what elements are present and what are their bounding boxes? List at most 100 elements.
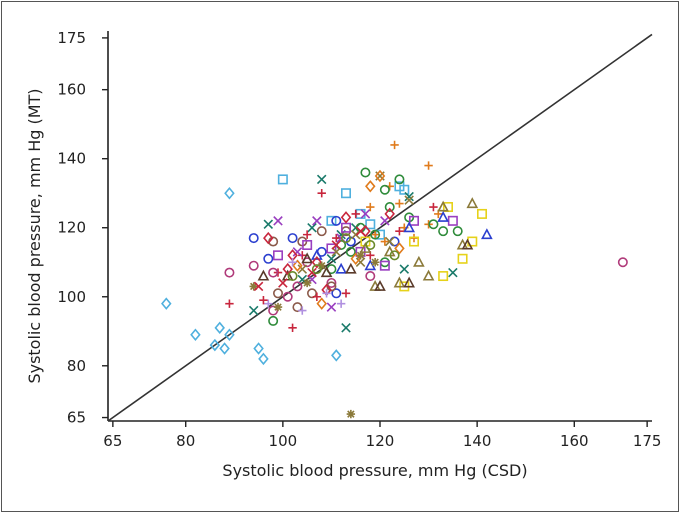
point-plus — [351, 209, 360, 219]
point-circle — [263, 253, 274, 264]
point-cross — [404, 191, 414, 202]
point-cross — [253, 281, 264, 292]
point-diamond — [161, 297, 172, 310]
point-triangle — [257, 269, 270, 281]
point-circle — [345, 246, 356, 257]
point-triangle — [374, 280, 386, 291]
point-plus — [259, 296, 268, 305]
point-asterisk — [273, 302, 283, 312]
point-diamond — [316, 297, 327, 310]
point-plus — [302, 230, 312, 239]
point-circle — [617, 257, 628, 268]
point-circle — [331, 288, 342, 299]
point-asterisk — [370, 258, 380, 267]
point-triangle — [403, 276, 415, 288]
point-cross — [297, 264, 308, 274]
point-square — [379, 260, 390, 271]
point-square — [447, 215, 458, 226]
point-cross — [404, 195, 414, 205]
point-asterisk — [249, 282, 258, 291]
point-square — [326, 243, 337, 254]
point-cross — [350, 229, 361, 240]
point-square — [408, 215, 419, 226]
x-tick-label: 160 — [560, 432, 589, 450]
point-circle — [248, 233, 259, 244]
x-tick-label: 175 — [633, 432, 662, 450]
point-cross — [384, 236, 395, 247]
point-circle — [360, 167, 371, 178]
point-asterisk — [302, 278, 312, 288]
point-circle — [287, 233, 298, 244]
x-tick-label: 80 — [176, 432, 195, 450]
point-plus — [332, 233, 341, 243]
point-cross — [263, 219, 274, 230]
point-diamond — [190, 328, 201, 341]
point-circle — [331, 215, 342, 226]
point-plus — [380, 237, 390, 246]
identity-line-group — [107, 33, 653, 422]
x-axis-title: Systolic blood pressure, mm Hg (CSD) — [222, 461, 527, 480]
point-diamond — [258, 352, 269, 366]
point-triangle — [403, 221, 415, 233]
point-plus — [424, 161, 433, 170]
point-circle — [394, 174, 405, 185]
point-circle — [268, 315, 279, 326]
point-circle — [292, 281, 303, 292]
point-cross — [312, 216, 322, 226]
point-triangle — [413, 255, 425, 267]
point-plus — [395, 199, 404, 208]
point-plus — [298, 251, 307, 260]
point-diamond — [253, 342, 264, 355]
point-plus — [341, 289, 351, 298]
point-circle — [365, 271, 376, 282]
point-plus — [225, 299, 234, 308]
point-circle — [340, 233, 351, 244]
identity-line — [107, 33, 653, 422]
point-cross — [331, 247, 342, 257]
point-cross — [448, 267, 458, 278]
point-triangle — [320, 266, 333, 278]
point-asterisk — [356, 251, 365, 260]
point-triangle — [281, 269, 294, 281]
point-cross — [326, 302, 337, 312]
x-tick-label: 65 — [103, 432, 122, 450]
point-circle — [316, 226, 327, 237]
point-circle — [370, 229, 381, 240]
point-circle — [389, 250, 400, 261]
point-diamond — [394, 242, 405, 255]
point-triangle — [345, 262, 357, 274]
data-points — [161, 140, 628, 419]
point-plus — [429, 202, 438, 212]
point-circle — [224, 267, 235, 278]
point-diamond — [331, 349, 342, 362]
point-diamond — [384, 207, 395, 221]
point-circle — [326, 277, 337, 288]
point-triangle — [437, 200, 449, 212]
point-diamond — [311, 255, 323, 269]
point-diamond — [224, 328, 235, 341]
point-diamond — [219, 342, 230, 355]
point-triangle — [393, 276, 406, 288]
point-cross — [292, 247, 303, 257]
point-plus — [312, 292, 322, 301]
point-plus — [298, 306, 307, 315]
point-circle — [379, 184, 390, 195]
point-plus — [317, 189, 326, 198]
point-triangle — [461, 238, 474, 250]
point-diamond — [263, 231, 274, 245]
point-circle — [287, 271, 298, 282]
point-cross — [341, 323, 351, 333]
point-plus — [288, 323, 297, 333]
point-plus — [288, 258, 297, 267]
point-square — [302, 239, 313, 250]
point-plus — [370, 230, 380, 239]
point-diamond — [224, 186, 235, 200]
point-circle — [282, 291, 293, 302]
point-triangle — [466, 197, 479, 209]
point-square — [326, 215, 337, 226]
point-square — [272, 250, 283, 261]
point-cross — [380, 216, 390, 226]
point-circle — [452, 226, 463, 237]
point-asterisk — [346, 409, 356, 419]
